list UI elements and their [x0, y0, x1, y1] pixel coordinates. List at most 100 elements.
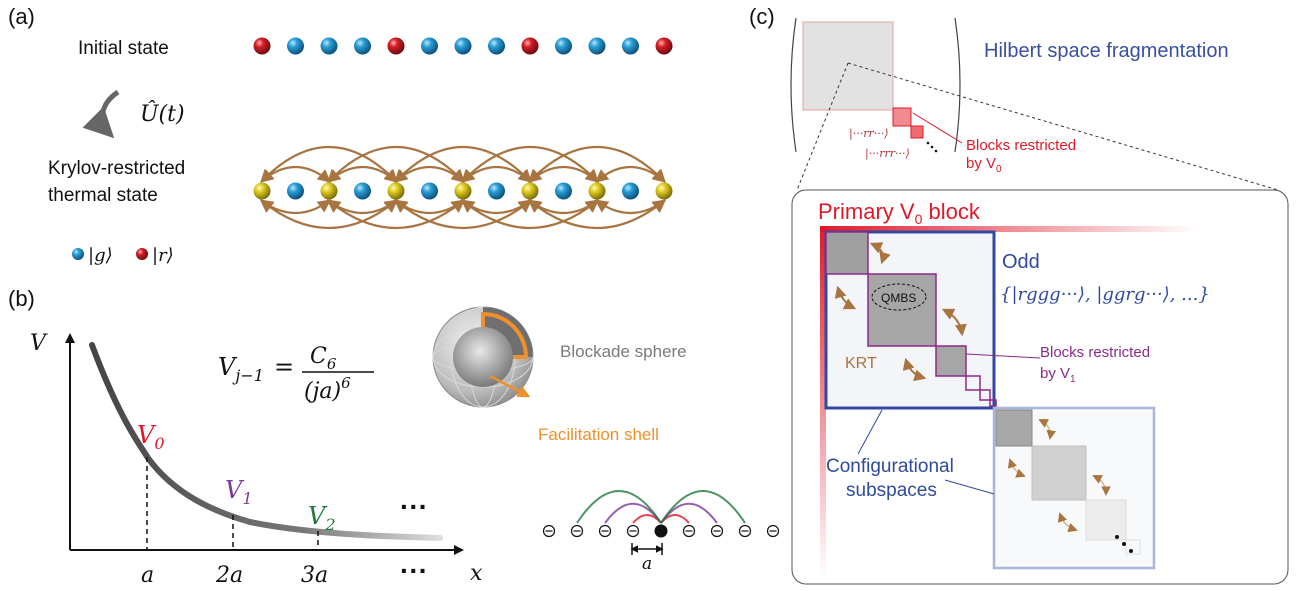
- legend-g-atom-icon: [72, 248, 84, 260]
- facilitation-arc: [604, 502, 662, 524]
- blockade-sphere-label: Blockade sphere: [560, 342, 687, 361]
- potential-curve: [89, 342, 443, 541]
- y-axis-label: V: [30, 331, 48, 356]
- krt-atom-y: [253, 182, 271, 200]
- hopping-arc: [460, 199, 600, 229]
- krt-atom-y: [320, 182, 338, 200]
- x-tick-ellipsis: ···: [400, 555, 428, 586]
- initial-state-label: Initial state: [78, 38, 169, 59]
- odd-set-label: {|rggg···⟩, |ggrg···⟩, ...}: [1000, 284, 1210, 305]
- qmbs-region: [871, 283, 927, 311]
- krt-atom-y: [588, 182, 606, 200]
- panel-a: (a) Initial state Û(t) Krylov-restricted…: [8, 4, 673, 266]
- krt-coupling-arrows: [834, 242, 967, 382]
- hopping-arc: [326, 166, 399, 183]
- krt-atom-y: [387, 182, 405, 200]
- facilitation-arc: [660, 490, 746, 524]
- hopping-arc: [527, 166, 600, 183]
- blocks-v1-label-line2: by V1: [1040, 365, 1076, 385]
- v1-block-1: [965, 375, 981, 391]
- hopping-arc: [594, 166, 667, 183]
- hopping-arc: [393, 199, 466, 214]
- x-tick-2a: 2a: [215, 563, 243, 588]
- hopping-arc: [460, 199, 533, 214]
- initial-atom-g: [421, 37, 438, 55]
- initial-atom-r: [655, 37, 673, 55]
- blocks-v0-label-line2: by V0: [966, 155, 1002, 175]
- v1-label: V1: [225, 476, 253, 508]
- primary-block-top-edge: [820, 226, 1198, 232]
- hopping-arc: [259, 199, 332, 214]
- krt-atom-g: [555, 182, 572, 200]
- hopping-arc: [326, 199, 399, 214]
- excited-atom-icon: [654, 524, 668, 538]
- hopping-arc: [326, 199, 466, 229]
- config-block-2c: [1085, 499, 1127, 541]
- evolution-arrow-icon: [82, 89, 120, 139]
- krt-state-chain: [253, 182, 673, 200]
- legend-g-label: |g⟩: [88, 245, 113, 266]
- krt-atom-y: [521, 182, 539, 200]
- blocks-v0-label-line1: Blocks restricted: [966, 137, 1076, 154]
- blockade-sphere-icon: [432, 306, 534, 408]
- hopping-arc: [461, 145, 599, 183]
- initial-atom-g: [320, 37, 338, 55]
- config-block-2b: [1031, 445, 1087, 501]
- v0-block-mini-2: [910, 125, 924, 139]
- svg-text:Vj−1: Vj−1: [218, 353, 264, 385]
- krt-state-label-line1: Krylov-restricted: [48, 158, 185, 179]
- evolution-operator: Û(t): [140, 100, 185, 127]
- initial-state-chain: [253, 37, 673, 55]
- x-tick-a: a: [141, 563, 154, 588]
- krt-block-3: [935, 345, 967, 377]
- panel-b-label: (b): [8, 286, 35, 311]
- hopping-arc: [393, 166, 466, 183]
- hopping-arc: [460, 166, 533, 183]
- legend-r-atom-icon: [136, 248, 148, 260]
- initial-atom-g: [287, 37, 304, 55]
- zoom-line-left: [796, 62, 849, 191]
- hopping-arc: [594, 199, 667, 214]
- krt-hopping-arcs: [259, 145, 667, 229]
- krt-atom-g: [622, 182, 639, 200]
- krt-atom-g: [421, 182, 438, 200]
- hopping-arc: [393, 199, 533, 229]
- krt-label: KRT: [845, 355, 877, 372]
- panel-c: (c) Hilbert space fragmentation |···rr··…: [749, 4, 1289, 585]
- potential-formula: Vj−1 = C6 (ja)6: [218, 344, 374, 404]
- legend-r-label: |r⟩: [152, 245, 174, 266]
- primary-block-mini: [802, 21, 894, 111]
- facilitation-arc: [576, 490, 662, 524]
- svg-text:(ja)6: (ja)6: [304, 374, 351, 404]
- odd-label: Odd: [1002, 251, 1040, 273]
- krt-atom-y: [454, 182, 472, 200]
- initial-atom-g: [588, 37, 606, 55]
- initial-atom-g: [354, 37, 371, 55]
- panel-b: (b) V x V0 V1 V2 ··· a 2a 3a ··· Vj−1 = …: [8, 286, 780, 588]
- hopping-arc: [528, 145, 666, 183]
- krt-state-label-line2: thermal state: [48, 185, 158, 206]
- krt-atom-g: [488, 182, 505, 200]
- ket-rr-label: |···rr···⟩: [849, 127, 889, 141]
- x-axis-label: x: [470, 561, 483, 586]
- facilitation-shell-label: Facilitation shell: [538, 425, 659, 444]
- v0-block-mini-1: [892, 107, 912, 127]
- primary-block-left-edge: [820, 226, 826, 578]
- hopping-arc: [394, 145, 532, 183]
- initial-atom-r: [521, 37, 539, 55]
- x-tick-3a: 3a: [301, 563, 328, 588]
- krt-atom-g: [287, 182, 304, 200]
- hopping-arc: [327, 145, 465, 183]
- krt-atom-g: [354, 182, 371, 200]
- ket-rrr-label: |···rrr···⟩: [865, 147, 910, 161]
- hsf-title: Hilbert space fragmentation: [984, 40, 1229, 62]
- v0-label: V0: [137, 421, 165, 453]
- initial-atom-r: [253, 37, 271, 55]
- zoom-line-right: [847, 62, 1279, 191]
- curve-ellipsis: ···: [400, 491, 428, 522]
- initial-atom-g: [555, 37, 572, 55]
- matrix-bracket-left: [790, 17, 797, 153]
- primary-block-label: Primary V0 block: [818, 199, 981, 227]
- hopping-arc: [259, 166, 332, 183]
